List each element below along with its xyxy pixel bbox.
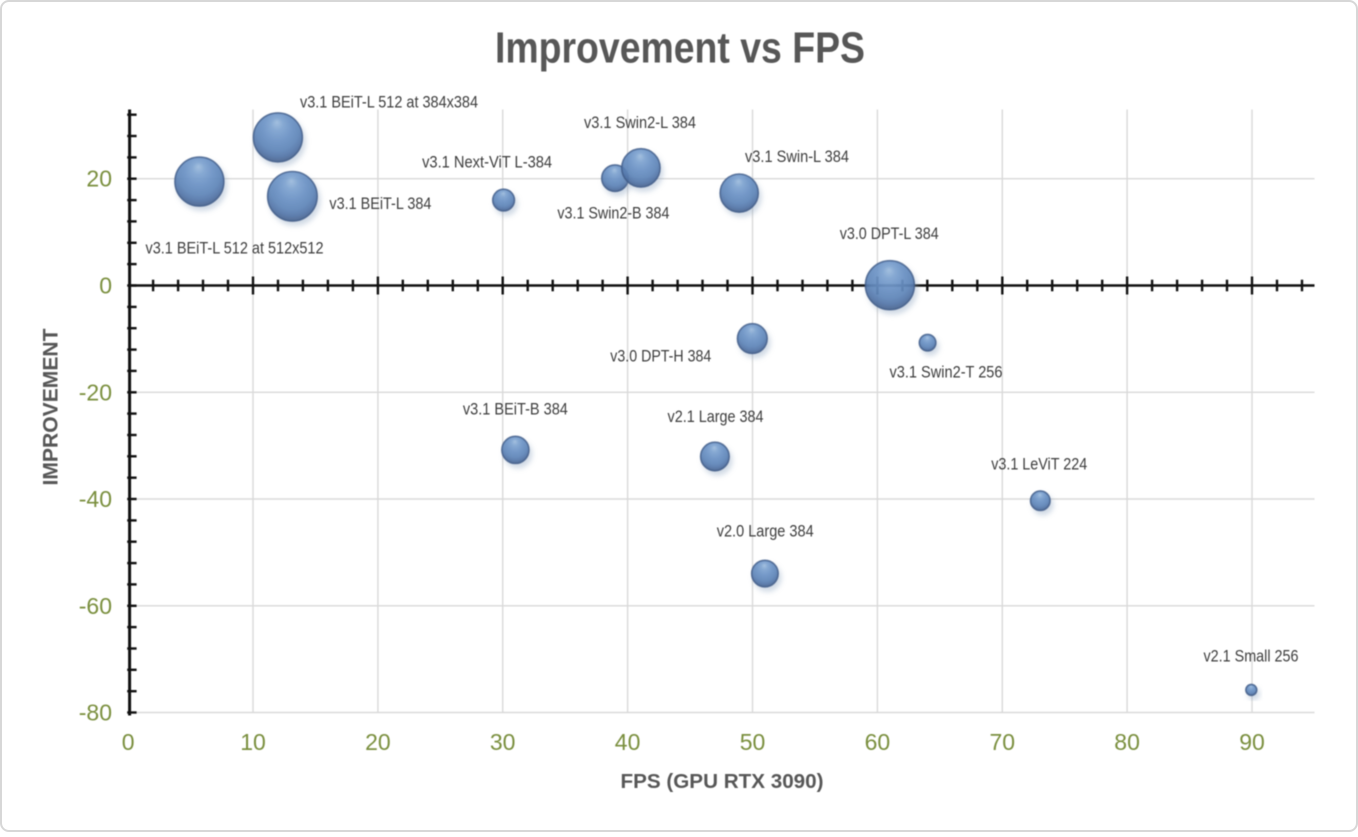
svg-text:v3.1 Swin2-T 256: v3.1 Swin2-T 256 xyxy=(890,364,1003,382)
svg-text:50: 50 xyxy=(740,729,766,755)
svg-text:IMPROVEMENT: IMPROVEMENT xyxy=(40,328,63,485)
svg-text:70: 70 xyxy=(990,729,1016,755)
svg-text:v3.0 DPT-H 384: v3.0 DPT-H 384 xyxy=(610,347,711,365)
svg-text:20: 20 xyxy=(86,166,112,192)
svg-text:0: 0 xyxy=(99,273,112,299)
svg-text:v3.1 BEiT-B 384: v3.1 BEiT-B 384 xyxy=(463,400,568,418)
svg-text:-80: -80 xyxy=(79,700,112,726)
svg-text:v3.1 Next-ViT L-384: v3.1 Next-ViT L-384 xyxy=(422,153,552,171)
svg-text:v3.0 DPT-L 384: v3.0 DPT-L 384 xyxy=(840,225,939,243)
svg-text:0: 0 xyxy=(122,729,135,755)
svg-text:-40: -40 xyxy=(79,486,112,512)
svg-text:10: 10 xyxy=(240,729,266,755)
svg-text:20: 20 xyxy=(365,729,391,755)
svg-text:40: 40 xyxy=(615,729,641,755)
svg-text:v3.1 BEiT-L 384: v3.1 BEiT-L 384 xyxy=(329,195,431,213)
svg-text:FPS (GPU RTX 3090): FPS (GPU RTX 3090) xyxy=(621,771,824,793)
svg-text:v3.1 Swin-L 384: v3.1 Swin-L 384 xyxy=(745,148,849,166)
svg-text:-20: -20 xyxy=(79,379,112,405)
svg-text:v3.1 BEiT-L 512 at 512x512: v3.1 BEiT-L 512 at 512x512 xyxy=(146,240,324,258)
svg-text:v3.1 LeViT 224: v3.1 LeViT 224 xyxy=(991,455,1087,473)
svg-text:v3.1 BEiT-L 512 at 384x384: v3.1 BEiT-L 512 at 384x384 xyxy=(300,94,478,112)
svg-text:80: 80 xyxy=(1114,729,1140,755)
svg-text:Improvement vs FPS: Improvement vs FPS xyxy=(495,24,865,73)
svg-text:90: 90 xyxy=(1239,729,1265,755)
svg-text:30: 30 xyxy=(490,729,516,755)
svg-text:v3.1 Swin2-B 384: v3.1 Swin2-B 384 xyxy=(557,205,669,223)
svg-text:-60: -60 xyxy=(79,593,112,619)
svg-text:v2.0 Large 384: v2.0 Large 384 xyxy=(717,523,814,541)
svg-text:60: 60 xyxy=(865,729,891,755)
svg-text:v2.1 Large 384: v2.1 Large 384 xyxy=(668,408,764,426)
svg-text:v3.1 Swin2-L 384: v3.1 Swin2-L 384 xyxy=(584,114,696,132)
svg-text:v2.1 Small 256: v2.1 Small 256 xyxy=(1204,648,1299,666)
